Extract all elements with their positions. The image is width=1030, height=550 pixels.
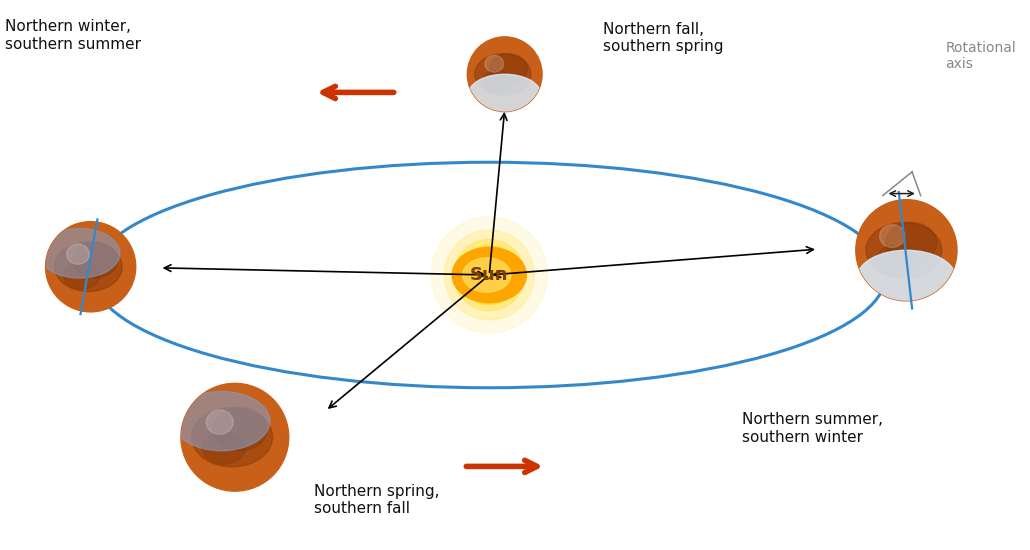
Ellipse shape (55, 242, 123, 292)
Circle shape (468, 37, 542, 112)
Ellipse shape (173, 392, 270, 451)
Text: Northern spring,
southern fall: Northern spring, southern fall (314, 484, 440, 516)
Ellipse shape (482, 70, 512, 93)
Circle shape (444, 230, 535, 320)
Ellipse shape (877, 245, 917, 276)
Text: Northern fall,
southern spring: Northern fall, southern spring (603, 22, 723, 54)
Circle shape (459, 245, 519, 305)
Text: Northern summer,
southern winter: Northern summer, southern winter (742, 412, 883, 445)
Ellipse shape (469, 74, 541, 116)
Ellipse shape (72, 242, 117, 278)
Ellipse shape (452, 248, 526, 302)
Ellipse shape (203, 432, 245, 464)
Ellipse shape (462, 258, 511, 292)
Ellipse shape (39, 228, 119, 278)
Ellipse shape (192, 408, 273, 467)
Circle shape (45, 222, 136, 312)
Ellipse shape (475, 54, 530, 95)
Circle shape (181, 383, 288, 491)
Circle shape (432, 217, 547, 333)
Text: Sun: Sun (470, 266, 509, 284)
Ellipse shape (880, 225, 905, 248)
Ellipse shape (64, 262, 100, 289)
Ellipse shape (67, 244, 90, 264)
Ellipse shape (857, 250, 956, 306)
Circle shape (453, 239, 525, 311)
Ellipse shape (213, 408, 267, 451)
Ellipse shape (206, 410, 233, 435)
Text: Northern winter,
southern summer: Northern winter, southern summer (5, 19, 141, 52)
Text: Rotational
axis: Rotational axis (946, 41, 1017, 72)
Ellipse shape (489, 54, 527, 84)
Ellipse shape (886, 222, 936, 263)
Circle shape (856, 200, 957, 301)
Ellipse shape (485, 56, 504, 72)
Ellipse shape (866, 222, 941, 278)
